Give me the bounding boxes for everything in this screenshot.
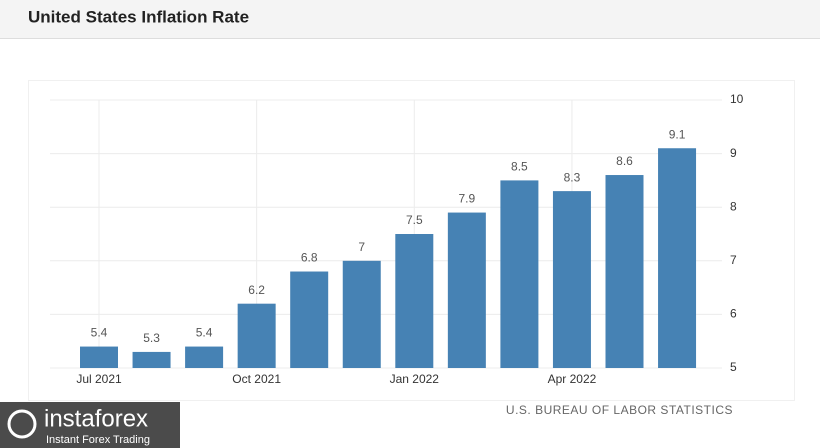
value-label: 6.2 [248, 283, 265, 297]
watermark: instaforex Instant Forex Trading [0, 402, 180, 448]
bar [80, 346, 118, 368]
y-tick-label: 5 [730, 360, 737, 374]
value-label: 8.5 [511, 160, 528, 174]
y-tick-label: 9 [730, 146, 737, 160]
bar [342, 260, 381, 368]
bar [605, 175, 644, 368]
source-label: U.S. BUREAU OF LABOR STATISTICS [506, 403, 733, 417]
bar [395, 234, 434, 368]
x-tick-label: Apr 2022 [548, 372, 597, 386]
y-tick-label: 8 [730, 199, 737, 213]
header-bar [0, 0, 820, 38]
value-label: 5.4 [91, 326, 108, 340]
value-label: 5.4 [196, 326, 213, 340]
bar [290, 271, 329, 368]
bar [658, 148, 697, 368]
bar [552, 191, 591, 368]
bar [500, 180, 539, 368]
value-label: 9.1 [669, 127, 686, 141]
plot-frame [28, 80, 795, 401]
value-label: 7.9 [459, 192, 476, 206]
chart-title: United States Inflation Rate [28, 7, 249, 26]
x-tick-label: Oct 2021 [232, 372, 281, 386]
bar [185, 346, 224, 368]
x-tick-label: Jul 2021 [76, 372, 122, 386]
value-label: 7.5 [406, 213, 423, 227]
watermark-logo [7, 409, 37, 439]
bar [132, 351, 171, 368]
y-tick-label: 7 [730, 253, 737, 267]
bar [237, 303, 276, 368]
watermark-tagline: Instant Forex Trading [46, 434, 150, 446]
bar [447, 212, 486, 368]
x-tick-label: Jan 2022 [390, 372, 440, 386]
value-label: 8.3 [564, 170, 581, 184]
y-tick-label: 6 [730, 307, 737, 321]
watermark-brand: instaforex [44, 405, 148, 432]
value-label: 5.3 [143, 331, 160, 345]
watermark-bg [0, 402, 180, 448]
value-label: 6.8 [301, 251, 318, 265]
value-label: 7 [358, 240, 365, 254]
value-label: 8.6 [616, 154, 633, 168]
y-tick-label: 10 [730, 92, 744, 106]
